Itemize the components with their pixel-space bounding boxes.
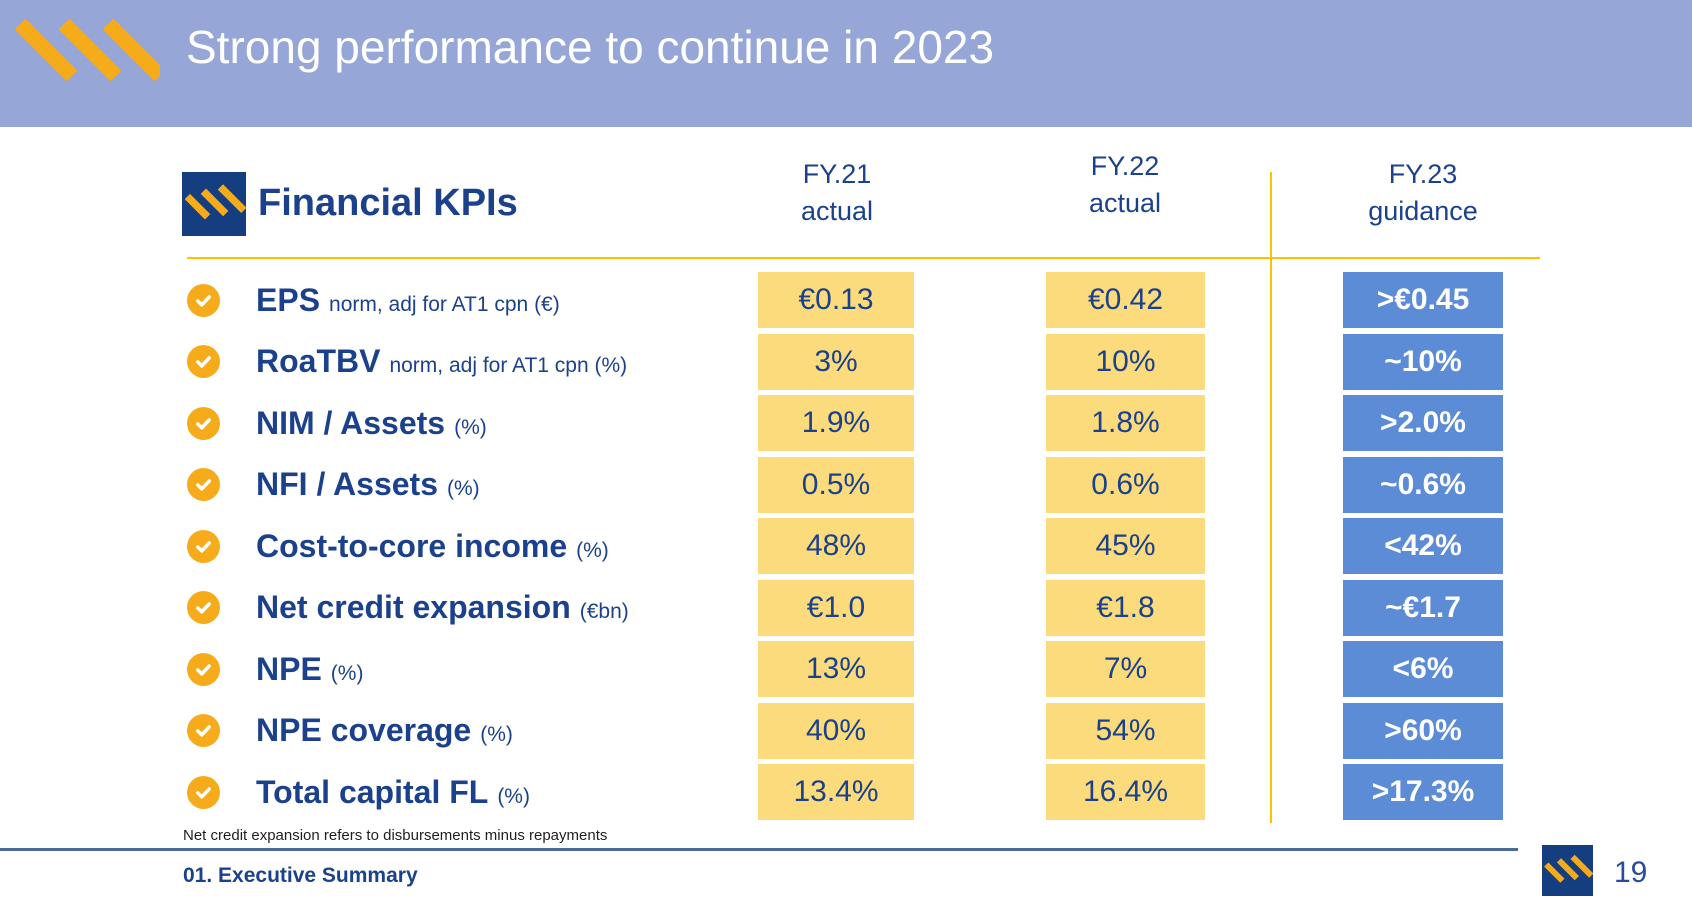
check-circle-icon (187, 652, 220, 686)
fy23-guidance-cell: >60% (1343, 702, 1503, 759)
column-header-kind: actual (800, 196, 874, 226)
check-circle-icon (187, 345, 220, 378)
check-circle-icon (187, 775, 220, 809)
fy21-value-cell: 3% (758, 333, 914, 390)
kpi-label: Net credit expansion (€bn) (256, 589, 629, 626)
column-header-kind: guidance (1368, 196, 1478, 226)
kpi-label: NFI / Assets (%) (256, 466, 480, 503)
column-header-year: FY.22 (1090, 151, 1160, 181)
guidance-divider-line (1270, 172, 1272, 823)
column-header-fy22: FY.22 actual (1015, 148, 1235, 222)
fy23-guidance-cell: <6% (1343, 641, 1503, 697)
check-circle-icon (187, 529, 220, 563)
table-row: EPS norm, adj for AT1 cpn (€) €0.13 €0.42… (170, 272, 1540, 328)
table-row: NFI / Assets (%) 0.5% 0.6% ~0.6% (170, 456, 1540, 513)
kpi-unit-note: (%) (330, 661, 364, 685)
kpi-unit-note: norm, adj for AT1 cpn (€) (329, 292, 560, 316)
fy23-guidance-cell: ~€1.7 (1343, 579, 1503, 636)
brand-stripes-icon (14, 18, 160, 82)
kpi-name: RoaTBV (256, 343, 381, 379)
fy21-value-cell: 13% (758, 641, 914, 697)
column-header-fy23: FY.23 guidance (1313, 156, 1533, 230)
fy21-value-cell: 0.5% (758, 456, 914, 513)
bank-logo-icon (182, 172, 246, 236)
column-header-year: FY.21 (802, 159, 872, 189)
fy22-value-cell: 0.6% (1046, 456, 1205, 513)
kpi-name: NPE coverage (256, 712, 472, 748)
table-row: NIM / Assets (%) 1.9% 1.8% >2.0% (170, 395, 1540, 451)
kpi-unit-note: (%) (454, 415, 487, 439)
footnote-text: Net credit expansion refers to disbursem… (183, 827, 608, 844)
fy21-value-cell: 13.4% (758, 764, 914, 820)
kpi-unit-note: (%) (497, 784, 530, 808)
header-divider-line (187, 257, 1540, 259)
slide-title: Strong performance to continue in 2023 (186, 21, 995, 73)
fy22-value-cell: 16.4% (1046, 764, 1205, 820)
table-row: RoaTBV norm, adj for AT1 cpn (%) 3% 10% ~… (170, 333, 1540, 390)
fy23-guidance-cell: >17.3% (1343, 764, 1503, 820)
kpi-unit-note: (%) (446, 477, 480, 500)
table-row: Net credit expansion (€bn) €1.0 €1.8 ~€1.… (170, 579, 1540, 636)
fy22-value-cell: €1.8 (1046, 579, 1205, 636)
column-header-year: FY.23 (1388, 159, 1458, 189)
kpi-name: NPE (256, 650, 322, 687)
check-circle-icon (187, 591, 220, 624)
kpi-unit-note: (€bn) (579, 600, 629, 623)
kpi-table: EPS norm, adj for AT1 cpn (€) €0.13 €0.42… (170, 272, 1540, 826)
kpi-label: RoaTBV norm, adj for AT1 cpn (%) (256, 343, 627, 380)
kpi-name: Cost-to-core income (256, 527, 568, 564)
check-circle-icon (187, 406, 220, 440)
fy23-guidance-cell: >€0.45 (1343, 272, 1503, 328)
column-header-kind: actual (1088, 188, 1162, 218)
footer-divider-line (0, 848, 1518, 851)
table-row: Cost-to-core income (%) 48% 45% <42% (170, 518, 1540, 574)
check-circle-icon (187, 714, 220, 747)
kpi-label: Cost-to-core income (%) (256, 528, 609, 565)
fy22-value-cell: €0.42 (1046, 272, 1205, 328)
kpi-label: NIM / Assets (%) (256, 405, 487, 442)
fy23-guidance-cell: <42% (1343, 518, 1503, 574)
kpi-label: EPS norm, adj for AT1 cpn (€) (256, 282, 560, 319)
bank-logo-icon (1542, 845, 1593, 896)
fy22-value-cell: 1.8% (1046, 395, 1205, 451)
table-title: Financial KPIs (258, 182, 518, 224)
kpi-name: NFI / Assets (256, 466, 438, 502)
fy22-value-cell: 45% (1046, 518, 1205, 574)
fy22-value-cell: 10% (1046, 333, 1205, 390)
kpi-unit-note: (%) (480, 723, 513, 746)
table-row: NPE coverage (%) 40% 54% >60% (170, 702, 1540, 759)
fy21-value-cell: 1.9% (758, 395, 914, 451)
section-footer: 01. Executive Summary (183, 864, 418, 887)
kpi-name: NIM / Assets (256, 404, 446, 441)
kpi-unit-note: (%) (576, 538, 609, 562)
kpi-label: NPE coverage (%) (256, 712, 513, 749)
fy21-value-cell: 48% (758, 518, 914, 574)
fy21-value-cell: 40% (758, 702, 914, 759)
table-row: Total capital FL (%) 13.4% 16.4% >17.3% (170, 764, 1540, 820)
fy23-guidance-cell: >2.0% (1343, 395, 1503, 451)
check-circle-icon (187, 283, 220, 317)
check-circle-icon (187, 468, 220, 501)
kpi-name: Total capital FL (256, 773, 489, 810)
page-number: 19 (1614, 856, 1648, 889)
kpi-unit-note: norm, adj for AT1 cpn (%) (389, 354, 628, 377)
fy21-value-cell: €0.13 (758, 272, 914, 328)
fy21-value-cell: €1.0 (758, 579, 914, 636)
column-header-fy21: FY.21 actual (727, 156, 947, 230)
kpi-name: Net credit expansion (256, 589, 571, 625)
kpi-name: EPS (256, 281, 321, 318)
fy22-value-cell: 7% (1046, 641, 1205, 697)
table-row: NPE (%) 13% 7% <6% (170, 641, 1540, 697)
fy23-guidance-cell: ~10% (1343, 333, 1503, 390)
header-band: Strong performance to continue in 2023 (0, 0, 1692, 127)
kpi-label: NPE (%) (256, 651, 363, 688)
fy22-value-cell: 54% (1046, 702, 1205, 759)
fy23-guidance-cell: ~0.6% (1343, 456, 1503, 513)
kpi-label: Total capital FL (%) (256, 774, 530, 811)
